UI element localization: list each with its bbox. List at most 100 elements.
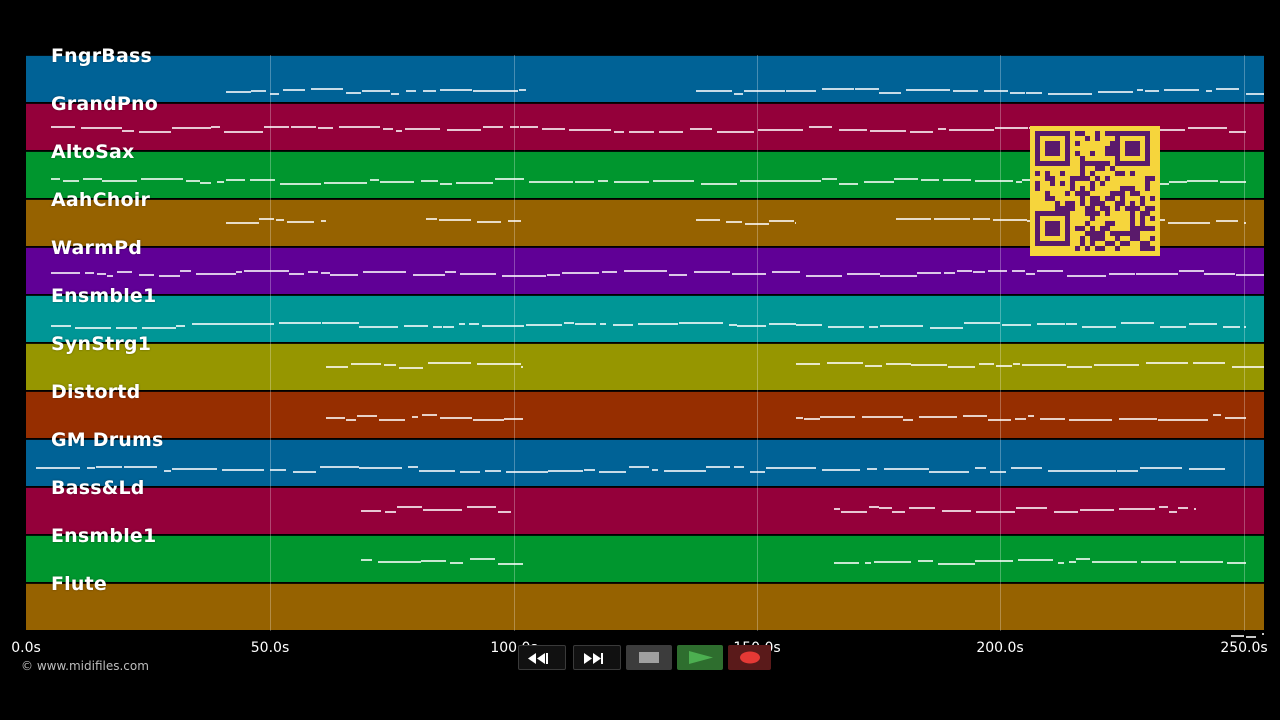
note-mark [1216, 88, 1239, 90]
note-mark [796, 363, 820, 365]
timeline-gridline [270, 55, 271, 631]
note-mark [614, 131, 624, 133]
note-mark [226, 179, 245, 181]
note-mark [975, 180, 1007, 182]
note-mark [75, 327, 111, 329]
note-mark [362, 90, 390, 92]
note-mark [542, 128, 565, 130]
note-mark [1206, 90, 1212, 92]
record-button[interactable] [728, 645, 771, 670]
note-mark [865, 365, 882, 367]
note-mark [906, 89, 950, 91]
note-mark [1022, 179, 1031, 181]
note-mark [196, 273, 236, 275]
note-mark [222, 469, 264, 471]
note-mark [1119, 418, 1157, 420]
note-mark [320, 466, 359, 468]
note-mark [1011, 467, 1042, 469]
note-mark [1007, 180, 1013, 182]
note-mark [63, 180, 79, 182]
time-tick: 0.0s [11, 640, 41, 656]
play-button[interactable] [677, 645, 723, 670]
stop-button[interactable] [626, 645, 672, 670]
note-mark [984, 90, 1008, 92]
note-mark [867, 468, 877, 470]
note-mark [276, 219, 284, 221]
note-mark [159, 275, 180, 277]
play-icon [689, 651, 713, 664]
note-mark [1067, 366, 1092, 368]
timeline-gridline [514, 55, 515, 631]
note-mark [930, 327, 963, 329]
note-mark [324, 182, 367, 184]
note-mark [1145, 90, 1159, 92]
note-mark [1002, 324, 1031, 326]
note-mark [1229, 131, 1246, 133]
note-mark [599, 471, 626, 473]
note-mark [1037, 323, 1065, 325]
note-mark [910, 131, 933, 133]
note-mark [237, 323, 274, 325]
note-mark [473, 419, 504, 421]
record-icon [740, 651, 760, 664]
track-area: FngrBass GrandPno AltoSax AahChoir WarmP… [26, 45, 1264, 638]
note-mark [270, 469, 286, 471]
note-mark [822, 88, 854, 90]
note-mark [51, 126, 75, 128]
note-mark [469, 323, 479, 325]
note-mark [81, 127, 122, 129]
note-mark [102, 180, 137, 182]
track-label: Distortd [51, 381, 141, 403]
note-mark [318, 127, 333, 129]
note-mark [993, 219, 1027, 221]
note-mark [839, 129, 867, 131]
note-mark [440, 183, 452, 185]
note-mark [548, 470, 583, 472]
note-mark [346, 419, 356, 421]
note-mark [988, 419, 1011, 421]
note-mark [963, 415, 987, 417]
note-mark [975, 560, 1013, 562]
note-mark [1015, 418, 1026, 420]
note-mark [717, 131, 754, 133]
note-mark [1225, 417, 1246, 419]
timeline-gridline [1000, 55, 1001, 631]
note-mark [1141, 561, 1176, 563]
note-mark [679, 322, 723, 324]
note-mark [1262, 633, 1264, 635]
note-mark [504, 418, 523, 420]
note-mark [575, 323, 596, 325]
note-mark [683, 180, 694, 182]
note-mark [1189, 323, 1217, 325]
note-mark [192, 323, 237, 325]
note-mark [483, 126, 503, 128]
track-lane-bass-ld: Bass&Ld [26, 477, 1264, 534]
note-mark [602, 271, 617, 273]
note-mark [783, 467, 816, 469]
note-mark [391, 93, 399, 95]
note-mark [696, 90, 732, 92]
note-mark [460, 273, 496, 275]
note-mark [1180, 561, 1223, 563]
note-mark [1179, 270, 1204, 272]
note-mark [834, 562, 859, 564]
note-mark [624, 270, 667, 272]
note-mark [880, 275, 917, 277]
note-mark [839, 183, 858, 185]
note-mark [264, 126, 289, 128]
track-lane-gm-drums: GM Drums [26, 429, 1264, 486]
note-mark [370, 179, 379, 181]
rewind-button[interactable] [518, 645, 566, 670]
note-mark [1184, 419, 1208, 421]
note-mark [406, 90, 416, 92]
note-mark [450, 562, 463, 564]
note-mark [470, 558, 495, 560]
note-mark [361, 510, 381, 512]
note-mark [399, 367, 423, 369]
note-mark [142, 327, 176, 329]
note-mark [869, 506, 879, 508]
fast-forward-button[interactable] [573, 645, 621, 670]
note-mark [51, 325, 71, 327]
note-mark [1098, 91, 1133, 93]
note-mark [200, 182, 211, 184]
